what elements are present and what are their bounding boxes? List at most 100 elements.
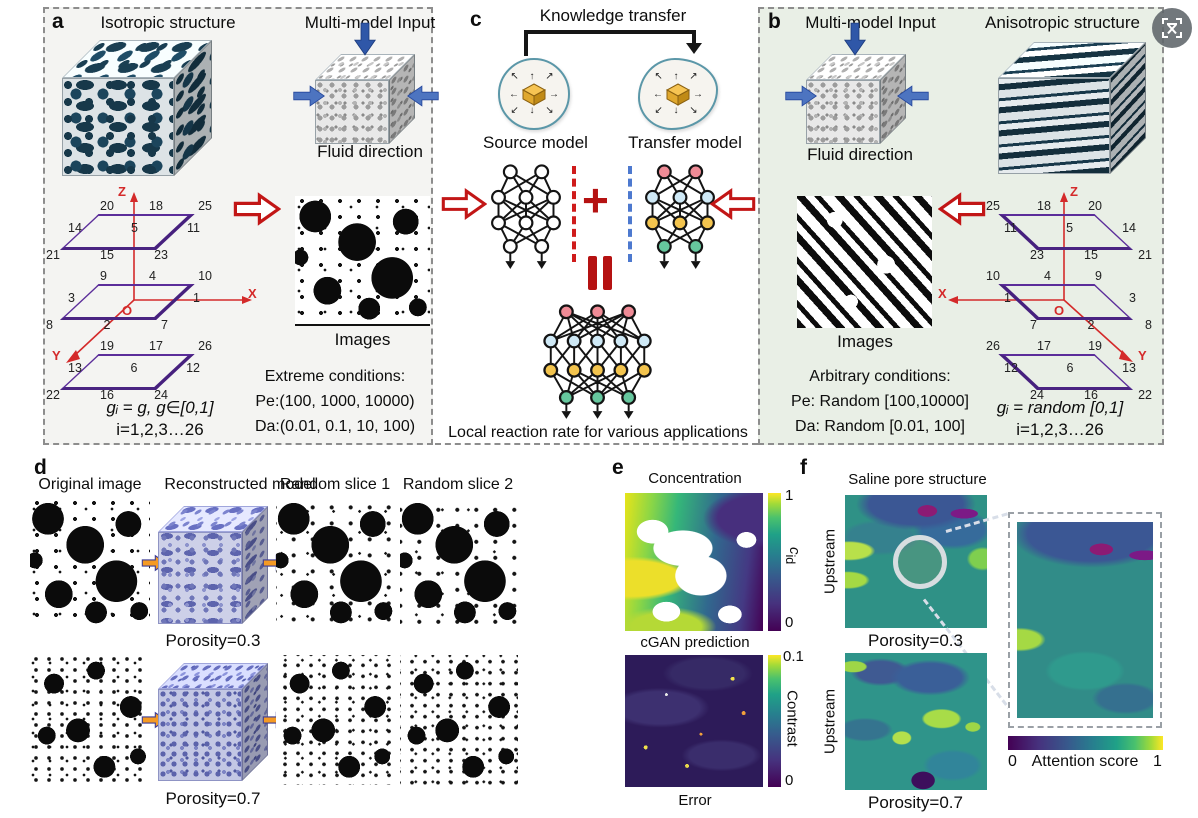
grid-number: 17 <box>1037 339 1051 353</box>
transfer-layers-divider <box>628 166 632 262</box>
cbar2-label: Contrast <box>783 690 801 747</box>
origin-label: O <box>122 303 133 318</box>
source-model-icon: ↖ ↑ ↗ ← → ↙ ↓ ↘ <box>498 58 570 130</box>
isotropic-structure-cube <box>62 38 214 178</box>
transfer-model-icon: ↖ ↑ ↗ ← → ↙ ↓ ↘ <box>638 58 718 130</box>
panel-e-label: e <box>612 456 624 479</box>
grid-number: 5 <box>1066 221 1074 235</box>
grid-number: 24 <box>154 388 168 402</box>
grid-number: 20 <box>100 199 114 213</box>
concentration-title: Concentration <box>648 470 742 487</box>
flow-arrow-a1-icon <box>233 192 281 226</box>
radiate-left-icon: ← <box>509 88 519 100</box>
grid-number: 7 <box>161 318 168 332</box>
grid-number: 13 <box>1122 361 1136 375</box>
grid-number: 10 <box>986 269 1000 283</box>
attention-cbar-min: 0 <box>1008 753 1017 770</box>
equals-icon <box>603 256 612 290</box>
grid-number: 17 <box>149 339 163 353</box>
saline-pore-title: Saline pore structure <box>848 471 987 488</box>
source-model-label: Source model <box>483 133 588 152</box>
panel-b-cond-pe: Pe: Random [100,10000] <box>791 393 969 410</box>
highlight-circle <box>893 535 947 589</box>
panel-f-label: f <box>800 456 807 479</box>
panel-a-images-label: Images <box>334 330 391 349</box>
concentration-colorbar <box>768 493 781 631</box>
x-axis-label: X <box>248 286 257 301</box>
plane-bottom: 19 17 26 13 6 12 22 16 24 <box>46 339 261 402</box>
panel-b-label: b <box>768 10 781 33</box>
grid-number: 8 <box>46 318 53 332</box>
knowledge-transfer-label: Knowledge transfer <box>539 6 687 25</box>
panel-a-input-title: Multi-model Input <box>304 13 436 32</box>
original-image-row1 <box>30 498 150 628</box>
cbar1-subscript: id <box>783 554 797 565</box>
grid-number: 6 <box>130 361 138 375</box>
panel-a-cond-title: Extreme conditions: <box>264 368 406 385</box>
cgan-prediction-title: cGAN prediction <box>640 634 750 651</box>
grid-number: 26 <box>986 339 1000 353</box>
axes-a <box>66 192 252 363</box>
grid-number: 12 <box>186 361 200 375</box>
reconstructed-cube-row1 <box>158 498 270 628</box>
porosity03-caption: Porosity=0.3 <box>868 631 963 650</box>
grid-number: 22 <box>1138 388 1152 402</box>
panel-b-cond-da: Da: Random [0.01, 100] <box>795 418 965 435</box>
panel-c-label: c <box>470 8 482 31</box>
upstream-label-2: Upstream <box>821 688 839 755</box>
attention-map-porosity07 <box>845 653 987 790</box>
porosity07-caption: Porosity=0.7 <box>868 793 963 812</box>
grid-number: 19 <box>100 339 114 353</box>
grid-number: 12 <box>1004 361 1018 375</box>
radiate-right-icon: → <box>693 88 703 100</box>
plus-sign: + <box>582 174 609 226</box>
plane-middle: 10 4 9 1 3 7 2 8 <box>942 269 1157 332</box>
panel-d-header-2: Random slice 1 <box>279 476 391 493</box>
grid-number: 21 <box>46 248 60 262</box>
grid-number: 4 <box>149 269 156 283</box>
grid-number: 11 <box>1004 221 1017 235</box>
cbar2-min: 0 <box>785 772 794 789</box>
grid-number: 18 <box>1037 199 1051 213</box>
grid-number: 19 <box>1088 339 1102 353</box>
panel-c-caption: Local reaction rate for various applicat… <box>448 424 748 441</box>
grid-number: 10 <box>198 269 212 283</box>
combined-network-icon <box>543 304 652 419</box>
fluid-down-arrow-icon <box>353 22 377 56</box>
origin-label: O <box>1054 303 1065 318</box>
radiate-right-icon: → <box>549 88 559 100</box>
multimodel-cube-b <box>806 52 908 144</box>
fluid-right-arrow-icon <box>897 85 929 107</box>
cube-front-face <box>998 78 1110 174</box>
grid-number: 14 <box>1122 221 1136 235</box>
fluid-right-arrow-icon <box>407 85 439 107</box>
grid-number: 25 <box>986 199 1000 213</box>
panel-b-cond-title: Arbitrary conditions: <box>809 368 951 385</box>
panel-a-cond-da: Da:(0.01, 0.1, 10, 100) <box>254 418 416 435</box>
panel-d-header-3: Random slice 2 <box>402 476 514 493</box>
grid-number: 9 <box>100 269 107 283</box>
panel-b-fluid-label: Fluid direction <box>807 145 913 164</box>
cube-front-face <box>62 78 174 176</box>
cube-icon <box>521 83 547 106</box>
multimodel-cube-a <box>315 52 417 144</box>
radiating-arrows: ↙ ↓ ↘ <box>654 105 702 116</box>
grid-number: 16 <box>100 388 114 402</box>
binary-images-a <box>295 196 430 326</box>
grid-number: 15 <box>100 248 114 262</box>
panel-a-label: a <box>52 10 64 33</box>
radiating-arrows: ↖ ↑ ↗ <box>510 71 558 82</box>
grid-number: 16 <box>1084 388 1098 402</box>
radiating-arrows: ↙ ↓ ↘ <box>510 105 558 116</box>
grid-number: 18 <box>149 199 163 213</box>
translate-lens-button[interactable] <box>1152 8 1192 48</box>
attention-colorbar <box>1008 736 1163 750</box>
porosity-caption-row2: Porosity=0.7 <box>165 789 261 808</box>
cube-icon <box>665 83 691 106</box>
random-slice1-row1 <box>276 498 394 628</box>
flow-arrow-into-c-right-icon <box>710 188 756 220</box>
grid-number: 1 <box>193 291 200 305</box>
panel-b-input-title: Multi-model Input <box>805 13 936 32</box>
